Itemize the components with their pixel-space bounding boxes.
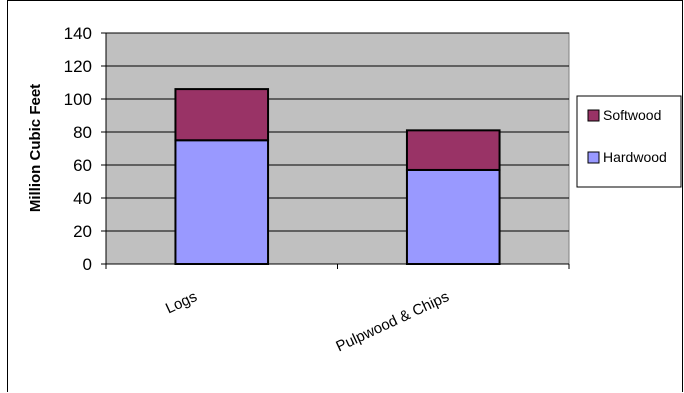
y-tick-label: 100 [64,90,92,109]
bar-softwood-pulpwood-chips [405,129,501,171]
y-tick-label: 40 [73,189,92,208]
x-tick-label: Logs [163,288,200,317]
legend: Softwood Hardwood [576,95,682,188]
y-tick-label: 60 [73,156,92,175]
legend-swatch-softwood [587,109,600,122]
axes [101,32,570,269]
y-tick-label: 80 [73,123,92,142]
legend-swatch-hardwood [587,151,600,164]
x-tick-labels: Logs Pulpwood & Chips [163,288,452,355]
bars [174,88,501,265]
legend-label-hardwood: Hardwood [603,149,667,165]
y-tick-label: 0 [83,255,92,274]
y-tick-label: 140 [64,24,92,43]
x-tick-label: Pulpwood & Chips [333,288,451,355]
bar-softwood-logs [174,88,270,142]
y-tick-label: 20 [73,222,92,241]
chart-frame [7,0,683,392]
bar-hardwood-logs [174,139,270,265]
y-tick-labels: 0 20 40 60 80 100 120 140 [64,24,92,274]
y-tick-label: 120 [64,57,92,76]
legend-label-softwood: Softwood [603,107,661,123]
y-axis-label: Million Cubic Feet [27,84,44,212]
bar-hardwood-pulpwood-chips [405,168,501,265]
